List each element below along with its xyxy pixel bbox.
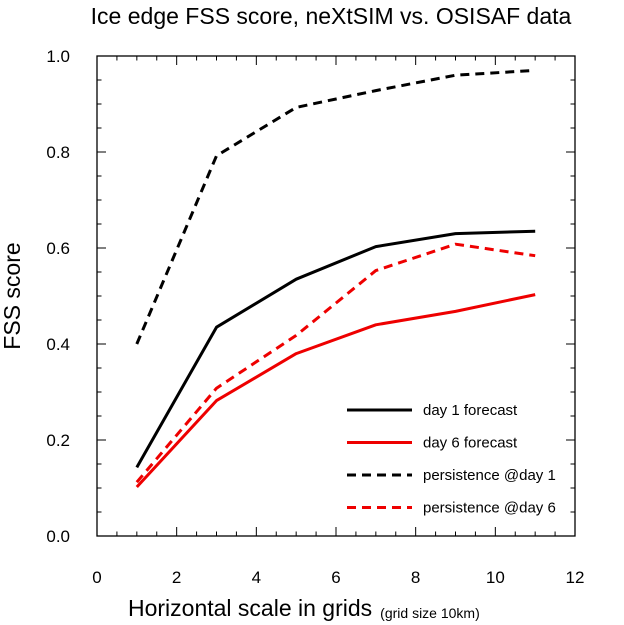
y-tick-label: 1.0 [46, 47, 70, 66]
x-tick-label: 2 [172, 568, 181, 587]
chart-title: Ice edge FSS score, neXtSIM vs. OSISAF d… [91, 3, 572, 29]
x-tick-label: 0 [92, 568, 101, 587]
y-tick-label: 0.8 [46, 143, 70, 162]
x-axis-label: Horizontal scale in grids (grid size 10km… [128, 595, 480, 621]
legend-label-2: day 6 forecast [423, 435, 518, 452]
x-tick-label: 8 [411, 568, 420, 587]
x-tick-label: 12 [566, 568, 585, 587]
series-line-4 [135, 242, 536, 484]
legend-label-1: day 1 forecast [423, 402, 518, 419]
x-tick-label: 6 [331, 568, 340, 587]
x-axis-label-main: Horizontal scale in grids [128, 595, 372, 621]
series-lines [135, 68, 536, 489]
series-line-1 [135, 229, 536, 469]
x-tick-label: 4 [252, 568, 261, 587]
y-axis-ticks: 0.0 0.2 0.4 0.6 0.8 1.0 [46, 47, 575, 546]
series-line-2 [135, 293, 536, 489]
legend-label-3: persistence @day 1 [423, 467, 556, 484]
legend: day 1 forecast day 6 forecast persistence … [347, 402, 556, 517]
x-tick-label: 10 [486, 568, 505, 587]
y-tick-label: 0.4 [46, 335, 70, 354]
plot-frame [96, 55, 576, 537]
y-tick-label: 0.0 [46, 527, 70, 546]
x-axis-label-note: (grid size 10km) [380, 605, 480, 621]
series-line-3 [135, 68, 536, 345]
y-tick-label: 0.6 [46, 239, 70, 258]
legend-label-4: persistence @day 6 [423, 500, 556, 517]
x-axis-ticks: 0 2 4 6 8 10 12 [92, 56, 584, 587]
y-axis-label: FSS score [0, 242, 25, 349]
y-tick-label: 0.2 [46, 431, 70, 450]
